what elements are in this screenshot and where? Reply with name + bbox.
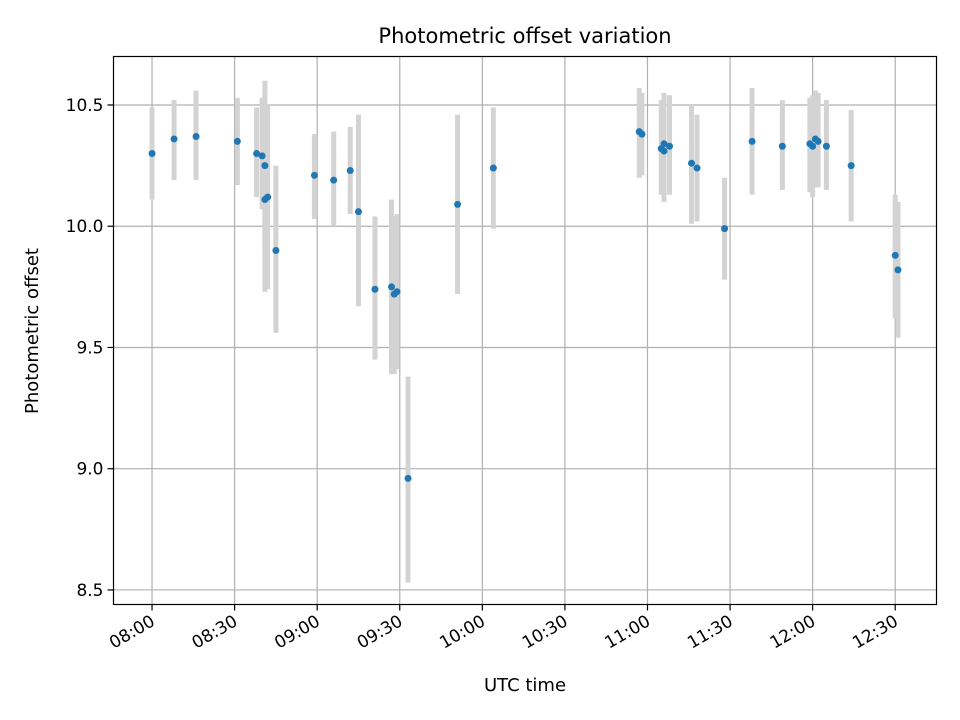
x-tick-label: 12:30: [849, 612, 901, 654]
data-point: [258, 152, 266, 160]
data-point: [822, 142, 830, 150]
axis-ticks: 08:00 08:30 09:00 09:30 10:00 10:30 11:00 11:30…: [66, 96, 902, 653]
x-tick-label: 09:30: [354, 612, 406, 654]
data-point: [666, 142, 674, 150]
data-point: [346, 166, 354, 174]
data-point: [393, 288, 401, 296]
x-tick-label: 10:30: [519, 612, 571, 654]
x-tick-label: 08:30: [189, 612, 241, 654]
data-point: [253, 149, 261, 157]
y-tick-label: 9.5: [76, 338, 103, 358]
y-tick-label: 9.0: [76, 460, 103, 480]
chart-title: Photometric offset variation: [378, 24, 671, 48]
data-point: [261, 162, 269, 170]
data-point: [264, 193, 272, 201]
data-point: [170, 135, 178, 143]
data-point: [894, 266, 902, 274]
data-point: [354, 208, 362, 216]
data-point: [688, 159, 696, 167]
data-point: [847, 162, 855, 170]
data-point: [330, 176, 338, 184]
x-axis-label: UTC time: [484, 675, 566, 696]
y-axis-label: Photometric offset: [22, 248, 43, 414]
data-point: [814, 137, 822, 145]
data-point: [310, 171, 318, 179]
data-point: [721, 225, 729, 233]
y-tick-label: 8.5: [76, 581, 103, 601]
data-point: [388, 283, 396, 291]
x-tick-label: 08:00: [106, 612, 158, 654]
data-point: [404, 474, 412, 482]
data-point: [778, 142, 786, 150]
data-points: [148, 128, 902, 482]
x-tick-label: 11:30: [684, 612, 736, 654]
data-point: [148, 149, 156, 157]
data-point: [371, 285, 379, 293]
y-tick-label: 10.0: [66, 217, 104, 237]
data-point: [454, 200, 462, 208]
data-point: [233, 137, 241, 145]
plot-frame: [112, 55, 938, 606]
y-tick-label: 10.5: [66, 96, 104, 116]
x-tick-label: 10:00: [436, 612, 488, 654]
data-point: [809, 142, 817, 150]
data-point: [489, 164, 497, 172]
data-point: [693, 164, 701, 172]
data-point: [638, 130, 646, 138]
x-tick-label: 09:00: [271, 612, 323, 654]
x-tick-label: 12:00: [767, 612, 819, 654]
data-point: [272, 246, 280, 254]
data-point: [660, 147, 668, 155]
grid-lines: [113, 56, 937, 605]
data-point: [748, 137, 756, 145]
x-tick-label: 11:00: [602, 612, 654, 654]
data-point: [891, 251, 899, 259]
data-point: [192, 133, 200, 141]
data-point: [660, 140, 668, 148]
